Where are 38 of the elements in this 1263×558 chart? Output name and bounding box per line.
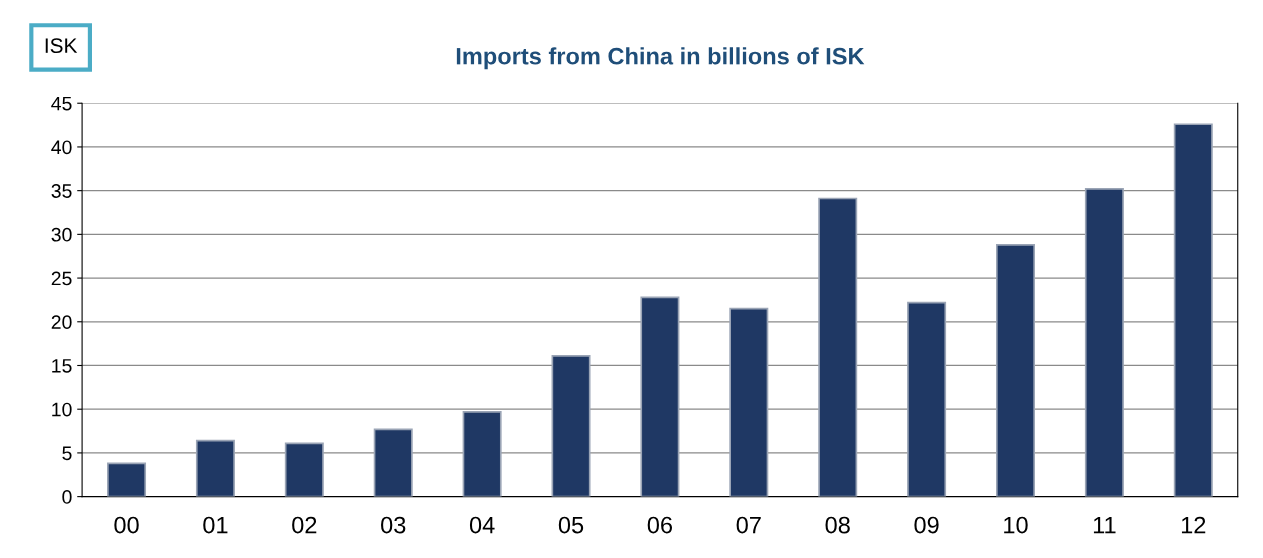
bar: [195, 439, 235, 497]
bar: [462, 410, 502, 497]
bar: [907, 301, 947, 497]
y-tick-label: 5: [62, 446, 72, 461]
y-tick-label: 35: [51, 184, 72, 198]
y-tick-label: 20: [51, 315, 72, 330]
bar: [373, 428, 413, 497]
x-tick-label: 02: [292, 516, 317, 534]
x-tick-label: 07: [736, 516, 761, 534]
y-tick-label: 45: [51, 96, 72, 111]
y-tick-label: 25: [51, 271, 72, 286]
y-tick-label: 0: [62, 490, 72, 504]
bar: [284, 442, 324, 497]
x-tick-label: 08: [825, 516, 850, 534]
chart-title: Imports from China in billions of ISK: [456, 47, 865, 70]
bar: [551, 355, 591, 497]
x-tick-label: 12: [1181, 516, 1206, 534]
y-tick-label: 40: [51, 140, 72, 155]
x-tick-label: 01: [203, 516, 228, 534]
bar: [107, 462, 147, 497]
x-tick-label: 05: [558, 516, 584, 534]
bar: [640, 296, 680, 497]
x-tick-label: 11: [1093, 516, 1116, 534]
x-tick-label: 09: [914, 516, 939, 534]
x-tick-label: 03: [381, 516, 406, 534]
x-tick-label: 06: [647, 516, 673, 534]
y-tick-label: 15: [52, 359, 72, 373]
bar: [1084, 188, 1124, 497]
bar: [1173, 123, 1213, 497]
bar: [818, 197, 858, 497]
bar: [729, 307, 769, 497]
y-axis-title: ISK: [45, 38, 78, 54]
y-tick-label: 10: [52, 402, 72, 417]
x-tick-label: 00: [114, 516, 139, 534]
y-tick-label: 30: [51, 227, 72, 242]
x-tick-label: 10: [1004, 516, 1028, 534]
x-tick-label: 04: [469, 516, 495, 534]
bar: [995, 244, 1036, 497]
